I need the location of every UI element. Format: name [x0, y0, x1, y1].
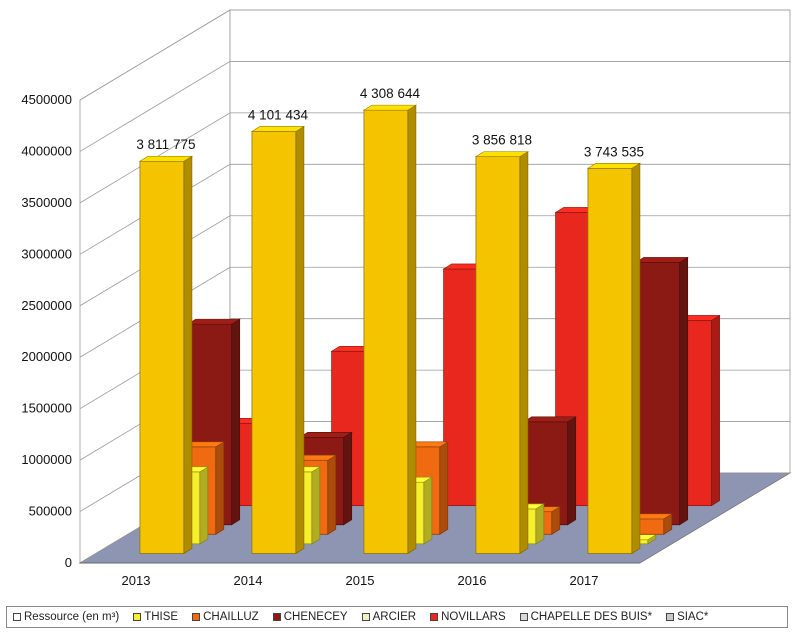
bar-side: [343, 431, 353, 526]
legend-swatch: [13, 613, 21, 621]
bar-top: [362, 104, 417, 111]
x-tick-label: 2016: [458, 573, 487, 588]
x-tick-label: 2014: [234, 573, 263, 588]
legend-label: NOVILLARS: [441, 611, 506, 623]
bar-side: [407, 104, 417, 554]
legend-label: CHENECEY: [283, 611, 348, 623]
bar-ressource-en-m--2017: [586, 162, 641, 554]
bar-front: [587, 167, 633, 554]
y-tick-label: 500000: [29, 504, 72, 519]
x-tick-label: 2017: [570, 573, 599, 588]
bar-side: [679, 256, 689, 526]
legend-swatch: [361, 613, 370, 621]
y-tick-label: 4500000: [21, 92, 72, 107]
legend-swatch: [192, 613, 201, 621]
y-tick-label: 4000000: [21, 143, 72, 158]
bar-front: [139, 160, 185, 554]
legend-item: Ressource (en m³): [13, 611, 119, 623]
data-label-ressource: 3 743 535: [584, 144, 644, 159]
x-axis: 2013 2014 2015 2016 2017: [80, 562, 640, 588]
data-labels: 3 811 775 4 101 434 4 308 644 3 856 818 3 74…: [136, 86, 644, 159]
y-tick-label: 1500000: [21, 401, 72, 416]
y-tick-label: 3500000: [21, 195, 72, 210]
data-label-ressource: 3 856 818: [472, 133, 532, 148]
bar-side: [327, 454, 337, 535]
bar-top: [250, 126, 305, 132]
y-tick-label: 0: [65, 555, 72, 570]
x-tick-label: 2013: [122, 573, 151, 588]
legend-label: SIAC*: [677, 611, 709, 623]
data-label-ressource: 4 308 644: [360, 86, 421, 101]
chart-legend: Ressource (en m³) THISE CHAILLUZ CHENECEY AR…: [6, 606, 788, 628]
bar-side: [535, 503, 545, 545]
bar-chenecey-2017: [634, 256, 689, 526]
legend-swatch: [519, 613, 528, 621]
bar-top: [634, 257, 689, 263]
legend-swatch: [430, 613, 439, 621]
bar-side: [439, 441, 449, 535]
legend-label: THISE: [144, 611, 179, 623]
x-tick-label: 2015: [346, 573, 375, 588]
bar-side: [711, 314, 720, 507]
legend-label: Ressource (en m³): [24, 611, 120, 623]
data-label-ressource: 4 101 434: [248, 107, 309, 122]
y-tick-label: 3000000: [21, 246, 72, 261]
bar-top: [186, 318, 241, 325]
legend-label: CHAPELLE DES BUIS*: [530, 611, 653, 623]
bar-side: [183, 155, 193, 554]
legend-item: CHAILLUZ: [192, 611, 259, 623]
bar-side: [567, 416, 577, 526]
gridline: [79, 61, 790, 152]
bar-side: [199, 466, 209, 545]
legend-item: ARCIER: [361, 611, 417, 623]
bar-front: [475, 156, 521, 554]
legend-label: ARCIER: [372, 611, 417, 623]
chart-bars: [138, 104, 721, 554]
gridline: [79, 9, 790, 101]
bar-ressource-en-m--2015: [362, 104, 417, 554]
bar-front: [363, 109, 409, 554]
bar-side: [311, 466, 321, 545]
bar-top: [474, 151, 529, 157]
bar-side: [631, 162, 641, 554]
y-tick-label: 2500000: [21, 298, 72, 313]
data-label-ressource: 3 811 775: [136, 137, 195, 152]
bar-top: [522, 416, 577, 423]
bar-side: [519, 151, 529, 554]
y-tick-label: 2000000: [21, 349, 72, 364]
bar-top: [298, 431, 353, 438]
bar-side: [231, 318, 241, 526]
y-axis: 0 500000 1000000 1500000 2000000 2500000 30000…: [21, 92, 72, 570]
legend-item: THISE: [133, 611, 178, 623]
bar-front: [635, 261, 681, 526]
legend-swatch: [666, 613, 675, 621]
bar-side: [295, 125, 305, 554]
bar-ressource-en-m--2014: [250, 125, 305, 554]
bar-side: [423, 476, 433, 545]
legend-item: SIAC*: [666, 611, 708, 623]
legend-item: CHAPELLE DES BUIS*: [519, 611, 653, 623]
legend-item: CHENECEY: [272, 611, 348, 623]
bar-side: [215, 441, 225, 535]
bar-ressource-en-m--2016: [474, 151, 529, 554]
legend-swatch: [272, 613, 281, 621]
bar-top: [586, 162, 641, 169]
legend-swatch: [133, 613, 142, 621]
bar-ressource-en-m--2013: [138, 155, 193, 554]
gridline: [79, 112, 790, 204]
legend-label: CHAILLUZ: [203, 611, 259, 623]
bar-front: [251, 131, 297, 554]
y-tick-label: 1000000: [21, 452, 72, 467]
legend-item: NOVILLARS: [430, 611, 506, 623]
bar-top: [138, 155, 193, 162]
